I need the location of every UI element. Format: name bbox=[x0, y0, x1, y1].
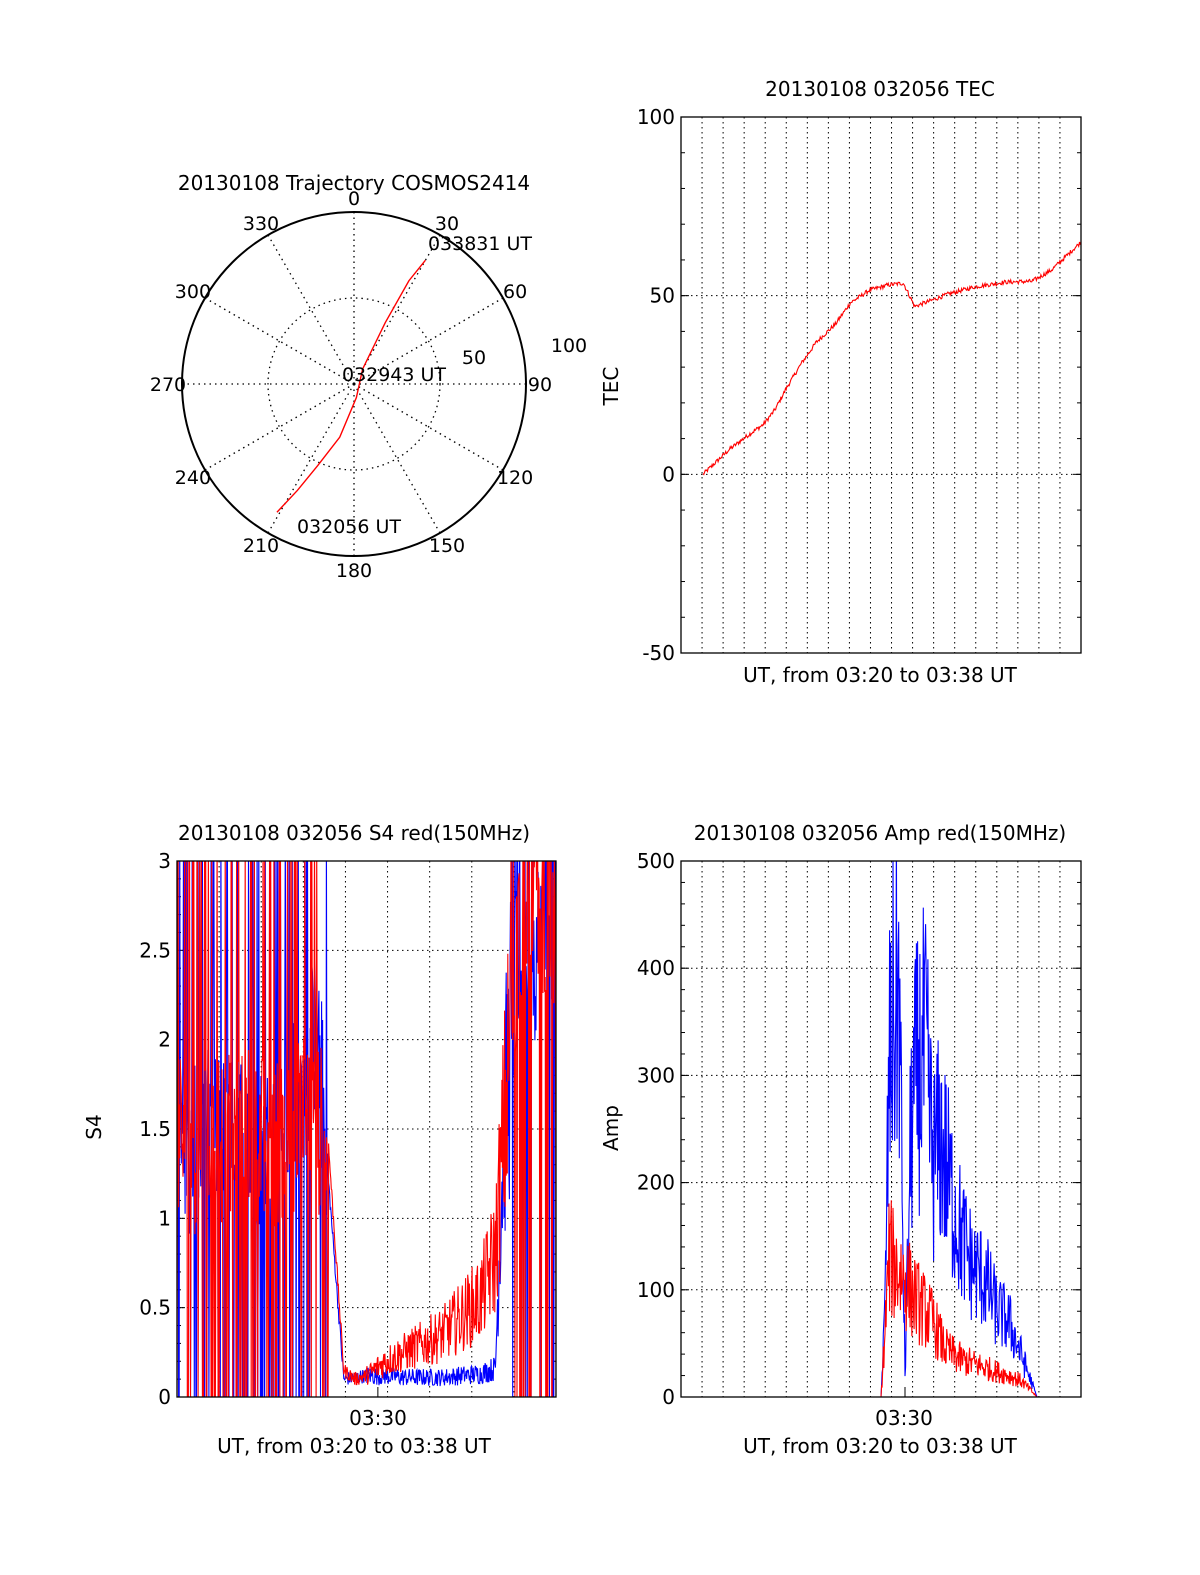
amp-plot-ylabel: Amp bbox=[599, 1105, 623, 1151]
polar-azimuth-label-90: 90 bbox=[528, 374, 552, 396]
amp-plot-xlabel: UT, from 03:20 to 03:38 UT bbox=[743, 1434, 1018, 1458]
polar-azimuth-label-330: 330 bbox=[243, 213, 279, 235]
s4-plot-ylabel: S4 bbox=[82, 1114, 106, 1139]
polar-grid-circle-50 bbox=[267, 297, 441, 471]
ytick-label-0.5: 0.5 bbox=[139, 1296, 171, 1320]
polar-azimuth-label-210: 210 bbox=[243, 535, 279, 557]
plot-frame bbox=[680, 860, 1082, 1398]
polar-azimuth-label-300: 300 bbox=[175, 281, 211, 303]
polar-spoke-120 bbox=[353, 383, 504, 471]
polar-azimuth-labels: 0 30 60 90 120 150 180 210 240 270 300 330 bbox=[150, 188, 552, 582]
ytick-label-3: 3 bbox=[158, 849, 171, 873]
polar-azimuth-label-0: 0 bbox=[348, 188, 360, 210]
polar-spoke-60 bbox=[353, 297, 504, 385]
polar-plot-title: 20130108 Trajectory COSMOS2414 bbox=[178, 171, 530, 195]
polar-azimuth-label-240: 240 bbox=[175, 467, 211, 489]
ytick-label-400: 400 bbox=[637, 956, 675, 980]
polar-annotation-start-time: 032056 UT bbox=[297, 516, 401, 538]
plot-body-3: 0 100 200 300 400 500 bbox=[637, 849, 1082, 1409]
ytick-label-0: 0 bbox=[662, 462, 675, 486]
series-line-blue bbox=[681, 861, 1081, 1397]
plot-frame bbox=[176, 860, 557, 1398]
amp-plot-xtick-0330: 03:30 bbox=[875, 1406, 933, 1430]
tec-plot-ylabel: TEC bbox=[599, 367, 623, 407]
series-line-red bbox=[177, 861, 556, 1397]
polar-radial-label-100: 100 bbox=[551, 335, 587, 357]
ytick-label--50: -50 bbox=[642, 641, 675, 665]
polar-trajectory-series bbox=[276, 259, 426, 513]
polar-azimuth-label-180: 180 bbox=[336, 560, 372, 582]
tec-plot-xlabel: UT, from 03:20 to 03:38 UT bbox=[743, 663, 1018, 687]
plot-body-1: -50 0 50 100 bbox=[637, 105, 1082, 665]
s4-plot-title: 20130108 032056 S4 red(150MHz) bbox=[178, 821, 530, 845]
polar-azimuth-label-270: 270 bbox=[150, 374, 186, 396]
s4-plot-xtick-0330: 03:30 bbox=[349, 1406, 407, 1430]
polar-azimuth-label-60: 60 bbox=[503, 281, 527, 303]
amp-plot: 0 100 200 300 400 500 20130108 032056 Amp red… bbox=[599, 821, 1082, 1458]
ytick-label-100: 100 bbox=[637, 1278, 675, 1302]
plot-frame bbox=[680, 116, 1082, 654]
ytick-label-50: 50 bbox=[650, 284, 675, 308]
polar-azimuth-label-120: 120 bbox=[497, 467, 533, 489]
ytick-label-200: 200 bbox=[637, 1171, 675, 1195]
series-group bbox=[702, 241, 1081, 476]
polar-spoke-150 bbox=[353, 383, 441, 534]
ytick-label-100: 100 bbox=[637, 105, 675, 129]
ytick-label-2: 2 bbox=[158, 1028, 171, 1052]
s4-plot: 0 0.5 1 1.5 2 2.5 3 20130108 032056 S4 red(150… bbox=[82, 821, 557, 1458]
ytick-label-0: 0 bbox=[662, 1385, 675, 1409]
series-group bbox=[681, 861, 1081, 1397]
polar-spoke-240 bbox=[204, 383, 355, 471]
trajectory-polar-plot: 20130108 Trajectory COSMOS2414 0 30 60 90 12… bbox=[150, 171, 587, 582]
ytick-label-300: 300 bbox=[637, 1063, 675, 1087]
tec-plot-title: 20130108 032056 TEC bbox=[765, 77, 995, 101]
polar-spoke-30 bbox=[353, 234, 441, 385]
series-line-red bbox=[681, 1200, 1081, 1397]
polar-annotation-mid-time: 032943 UT bbox=[342, 364, 446, 386]
polar-annotation-end-time: 033831 UT bbox=[428, 233, 532, 255]
ytick-label-1: 1 bbox=[158, 1206, 171, 1230]
polar-trajectory-line-0 bbox=[276, 259, 426, 513]
polar-grid bbox=[181, 211, 527, 557]
series-group bbox=[177, 861, 556, 1397]
s4-plot-xlabel: UT, from 03:20 to 03:38 UT bbox=[217, 1434, 492, 1458]
polar-azimuth-label-150: 150 bbox=[429, 535, 465, 557]
plot-body-2: 0 0.5 1 1.5 2 2.5 3 bbox=[139, 849, 557, 1409]
polar-azimuth-label-30: 30 bbox=[435, 213, 459, 235]
amp-plot-title: 20130108 032056 Amp red(150MHz) bbox=[694, 821, 1066, 845]
ytick-label-0: 0 bbox=[158, 1385, 171, 1409]
ytick-label-1.5: 1.5 bbox=[139, 1117, 171, 1141]
polar-radial-label-50: 50 bbox=[462, 347, 486, 369]
polar-spoke-300 bbox=[204, 297, 355, 385]
ytick-label-2.5: 2.5 bbox=[139, 938, 171, 962]
series-line-red bbox=[702, 241, 1081, 476]
tec-plot: -50 0 50 100 20130108 032056 TEC UT, from 0… bbox=[599, 77, 1082, 687]
polar-spoke-330 bbox=[267, 234, 355, 385]
ytick-label-500: 500 bbox=[637, 849, 675, 873]
series-line-blue bbox=[177, 861, 556, 1397]
polar-spoke-210 bbox=[267, 383, 355, 534]
